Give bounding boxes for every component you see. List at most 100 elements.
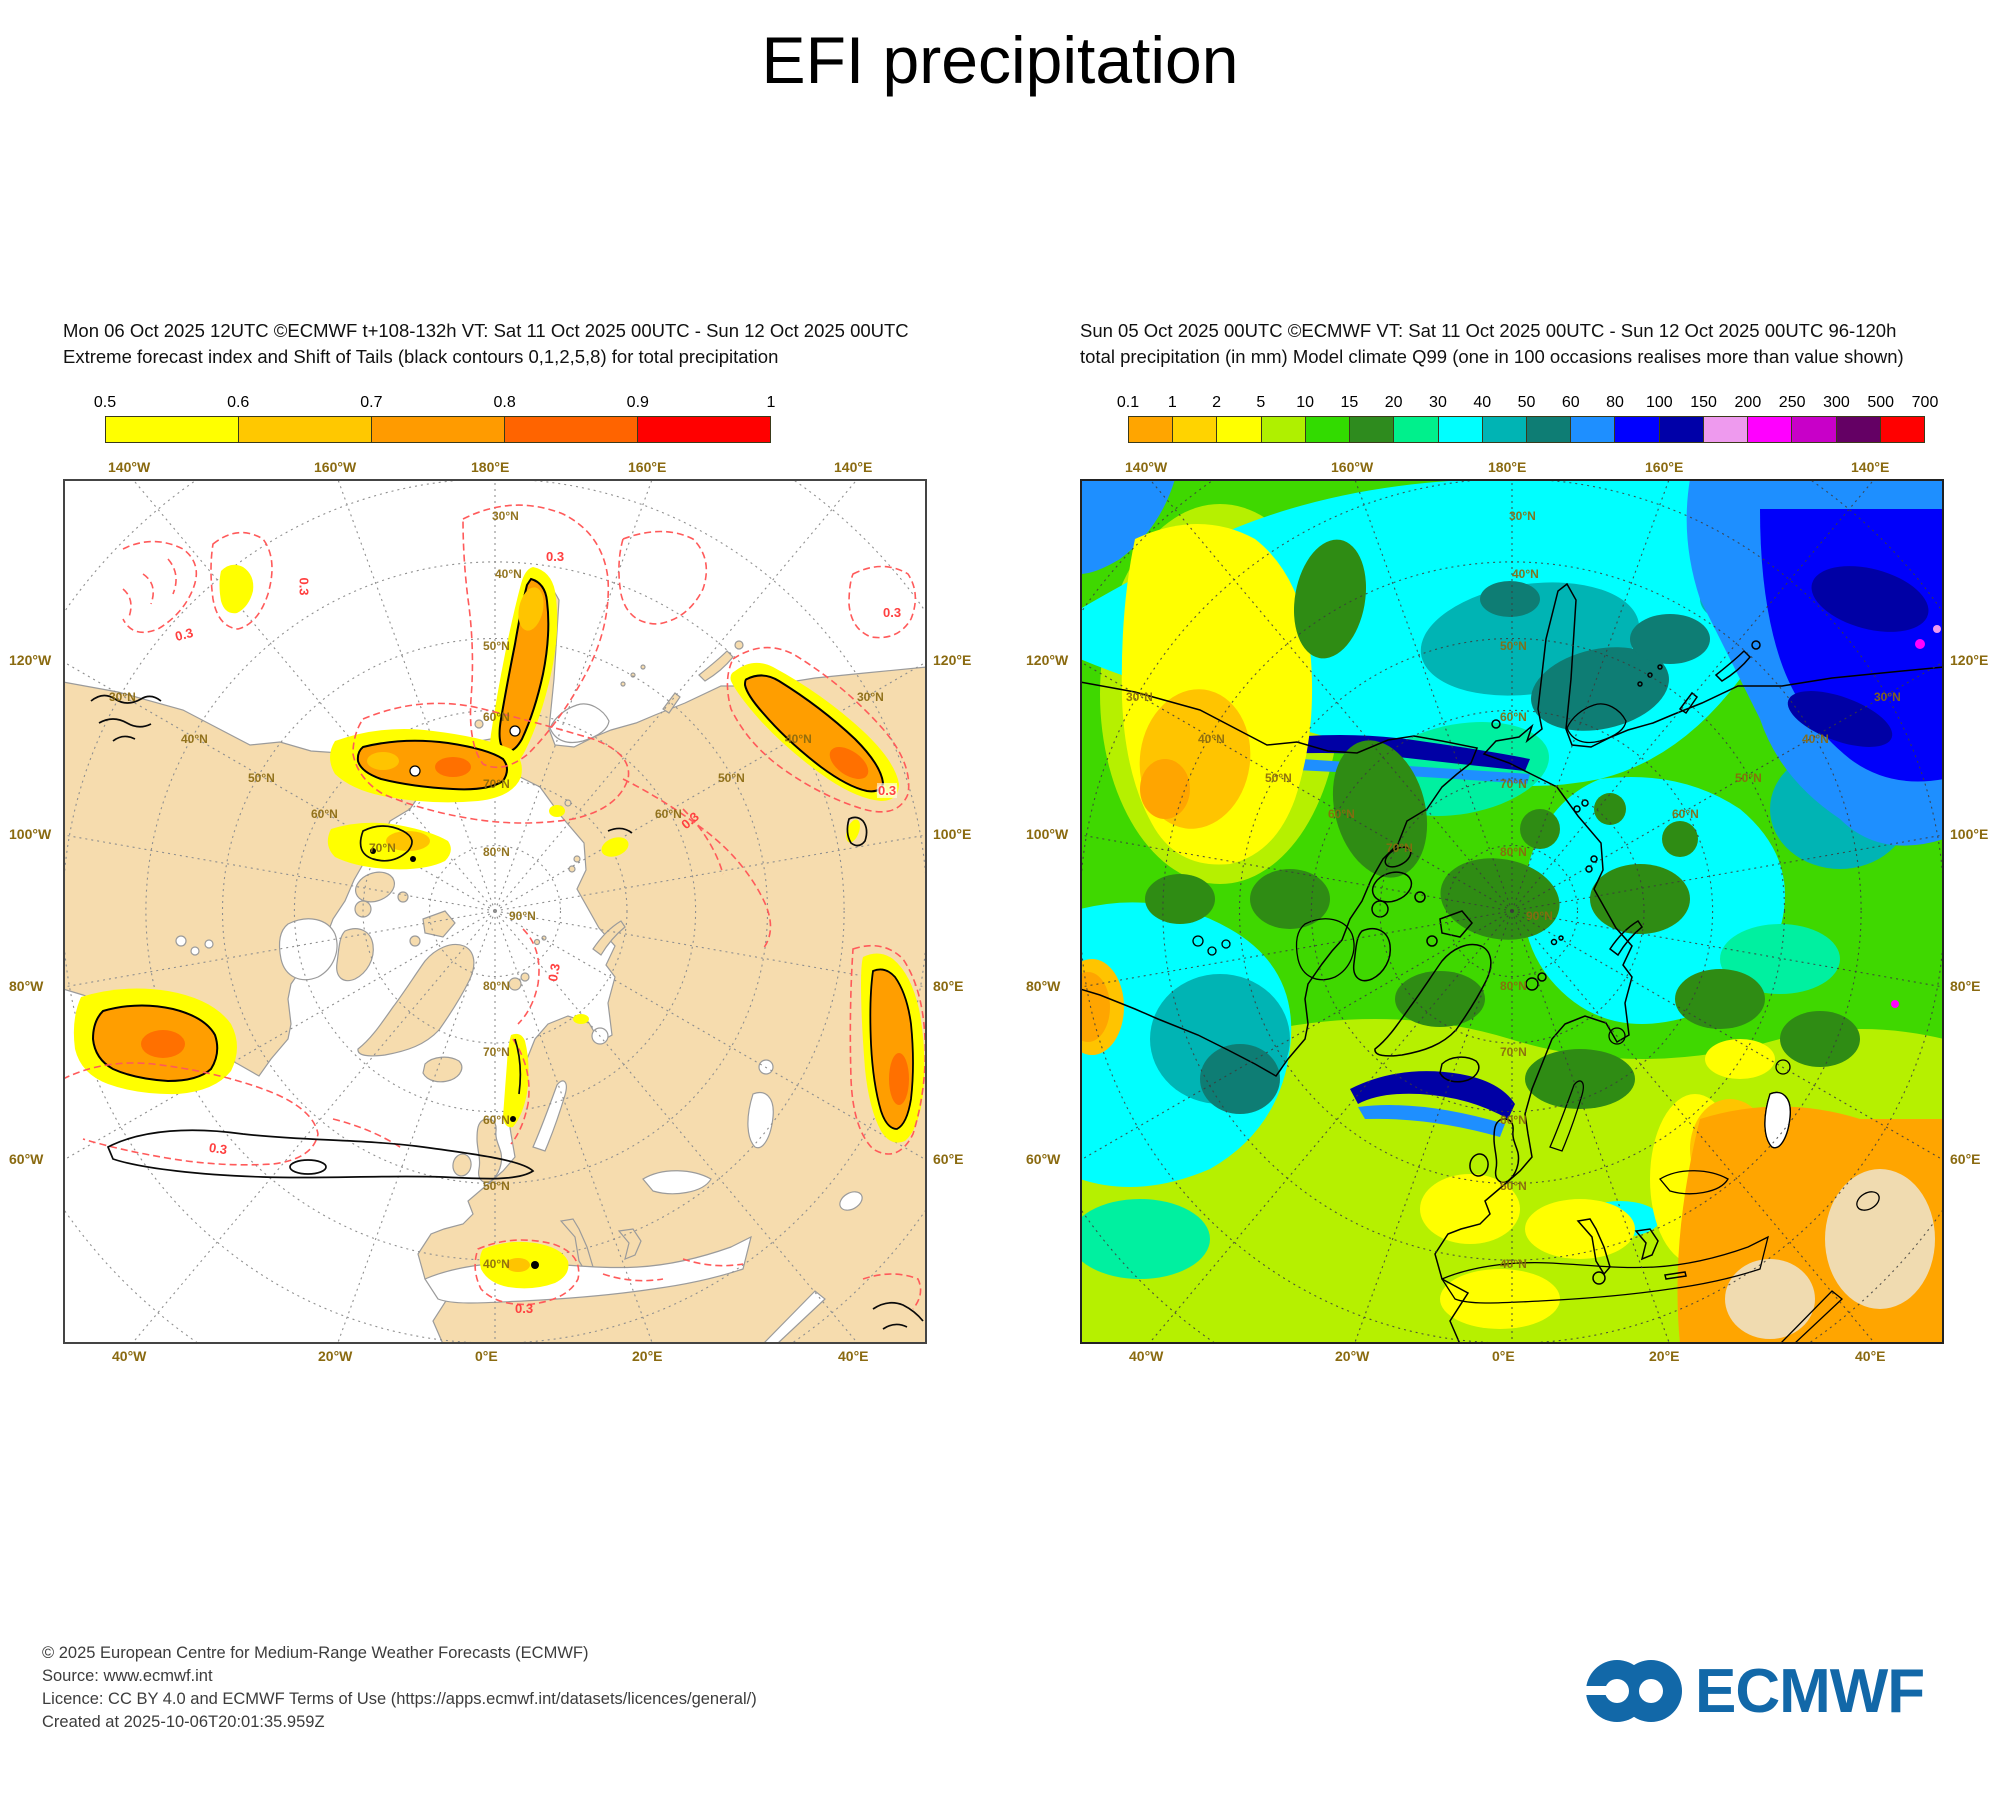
map-coordinate-label: 60°E	[1950, 1151, 1981, 1167]
page-title: EFI precipitation	[761, 23, 1239, 97]
right-header-line1: Sun 05 Oct 2025 00UTC ©ECMWF VT: Sat 11 …	[1080, 320, 1897, 341]
map-coordinate-label: 20°E	[1649, 1348, 1680, 1364]
legend-swatch	[1792, 417, 1837, 442]
map-coordinate-label: 120°E	[1950, 652, 1989, 668]
footer-licence: Licence: CC BY 4.0 and ECMWF Terms of Us…	[42, 1690, 757, 1708]
legend-swatch	[1482, 417, 1527, 442]
map-coordinate-label: 100°W	[1026, 826, 1069, 842]
ecmwf-logo-text: ECMWF	[1695, 1656, 1925, 1726]
map-coordinate-label: 120°E	[933, 652, 972, 668]
map-coordinate-label: 60°W	[9, 1151, 44, 1167]
legend-tick-label: 0.8	[493, 394, 516, 411]
ecmwf-logo-icon	[1583, 1660, 1682, 1722]
map-coordinate-label: 0°E	[1492, 1348, 1515, 1364]
legend-tick-label: 0.5	[93, 394, 117, 411]
footer-copyright: © 2025 European Centre for Medium-Range …	[42, 1644, 589, 1662]
legend-swatch	[1129, 417, 1174, 442]
legend-tick-label: 250	[1778, 394, 1806, 411]
map-coordinate-label: 120°W	[1026, 652, 1069, 668]
legend-swatch	[372, 417, 505, 442]
legend-tick-label: 1	[1167, 394, 1177, 411]
efi-03-contours	[63, 504, 927, 1310]
legend-swatch	[1880, 417, 1924, 442]
left-header-line1: Mon 06 Oct 2025 12UTC ©ECMWF t+108-132h …	[63, 320, 909, 341]
legend-tick-label: 150	[1690, 394, 1717, 411]
legend-swatch	[106, 417, 239, 442]
map-coordinate-label: 20°E	[632, 1348, 663, 1364]
legend-tick-label: 2	[1212, 394, 1221, 411]
map-coordinate-label: 80°W	[9, 978, 44, 994]
footer-created: Created at 2025-10-06T20:01:35.959Z	[42, 1713, 325, 1731]
precip-colorbar: 0.1 1 2 5 10 15 20 30 40 50 60 80 100 150 200 250 300 500…	[1117, 394, 1938, 454]
map-coordinate-label: 100°E	[933, 826, 972, 842]
map-coordinate-label: 80°W	[1026, 978, 1061, 994]
map-coordinate-label: 40°E	[1855, 1348, 1886, 1364]
legend-tick-label: 15	[1340, 394, 1359, 411]
map-coordinate-label: 140°E	[834, 459, 873, 475]
right-panel-header: Sun 05 Oct 2025 00UTC ©ECMWF VT: Sat 11 …	[1080, 318, 1980, 370]
map-coordinate-label: 160°W	[1331, 459, 1374, 475]
legend-swatch	[1173, 417, 1218, 442]
map-coordinate-label: 100°E	[1950, 826, 1989, 842]
legend-tick-label: 0.9	[626, 394, 649, 411]
legend-swatch	[239, 417, 372, 442]
map-coordinate-label: 180°E	[1488, 459, 1527, 475]
legend-swatch	[1261, 417, 1306, 442]
efi-map	[63, 479, 927, 1344]
legend-swatch	[505, 417, 638, 442]
ecmwf-logo: ECMWF	[1583, 1652, 1925, 1730]
map-coordinate-label: 60°W	[1026, 1151, 1061, 1167]
map-coordinate-label: 140°W	[108, 459, 151, 475]
sot-black-contours	[90, 694, 924, 1330]
legend-swatch	[1305, 417, 1351, 442]
legend-tick-label: 60	[1561, 394, 1580, 411]
legend-swatch	[1836, 417, 1881, 442]
legend-swatch	[1615, 417, 1660, 442]
precip-colorbar-labels: 0.1 1 2 5 10 15 20 30 40 50 60 80 100 150 200 250 300 500…	[1117, 394, 1938, 416]
legend-swatch	[1217, 417, 1262, 442]
map-coordinate-label: 120°W	[9, 652, 52, 668]
legend-swatch	[1350, 417, 1395, 442]
legend-tick-label: 0.6	[227, 394, 250, 411]
map-coordinate-label: 40°W	[1129, 1348, 1164, 1364]
legend-tick-label: 1	[766, 394, 776, 411]
legend-tick-label: 300	[1823, 394, 1850, 411]
efi-shaded-regions	[73, 564, 925, 1289]
legend-swatch	[1526, 417, 1572, 442]
legend-tick-label: 10	[1296, 394, 1315, 411]
map-coordinate-label: 80°E	[933, 978, 964, 994]
efi-colorbar-labels: 0.5 0.6 0.7 0.8 0.9 1	[94, 394, 776, 416]
map-coordinate-label: 160°E	[1645, 459, 1684, 475]
precip-colorbar-swatches	[1128, 416, 1925, 443]
right-header-line2: total precipitation (in mm) Model climat…	[1080, 346, 1904, 367]
legend-tick-label: 20	[1384, 394, 1403, 411]
legend-tick-label: 700	[1911, 394, 1939, 411]
footer: © 2025 European Centre for Medium-Range …	[42, 1642, 757, 1734]
map-coordinate-label: 100°W	[9, 826, 52, 842]
legend-swatch	[1659, 417, 1704, 442]
footer-source: Source: www.ecmwf.int	[42, 1667, 213, 1685]
map-coordinate-label: 180°E	[471, 459, 510, 475]
legend-tick-label: 80	[1606, 394, 1624, 411]
map-coordinate-label: 40°W	[112, 1348, 147, 1364]
map-coordinate-label: 140°W	[1125, 459, 1168, 475]
map-coordinate-label: 40°E	[838, 1348, 869, 1364]
map-coordinate-label: 80°E	[1950, 978, 1981, 994]
map-coordinate-label: 160°E	[628, 459, 667, 475]
map-coordinate-label: 60°E	[933, 1151, 964, 1167]
legend-tick-label: 40	[1473, 394, 1492, 411]
left-header-line2: Extreme forecast index and Shift of Tail…	[63, 346, 779, 367]
legend-tick-label: 200	[1734, 394, 1762, 411]
legend-swatch	[1571, 417, 1616, 442]
efi-colorbar: 0.5 0.6 0.7 0.8 0.9 1	[94, 394, 776, 454]
precip-map-svg	[1080, 479, 1944, 1344]
legend-tick-label: 100	[1645, 394, 1673, 411]
map-coordinate-label: 20°W	[318, 1348, 353, 1364]
legend-swatch	[1394, 417, 1439, 442]
legend-tick-label: 5	[1256, 394, 1266, 411]
legend-tick-label: 30	[1429, 394, 1447, 411]
legend-swatch	[638, 417, 770, 442]
legend-tick-label: 50	[1517, 394, 1536, 411]
map-coordinate-label: 140°E	[1851, 459, 1890, 475]
